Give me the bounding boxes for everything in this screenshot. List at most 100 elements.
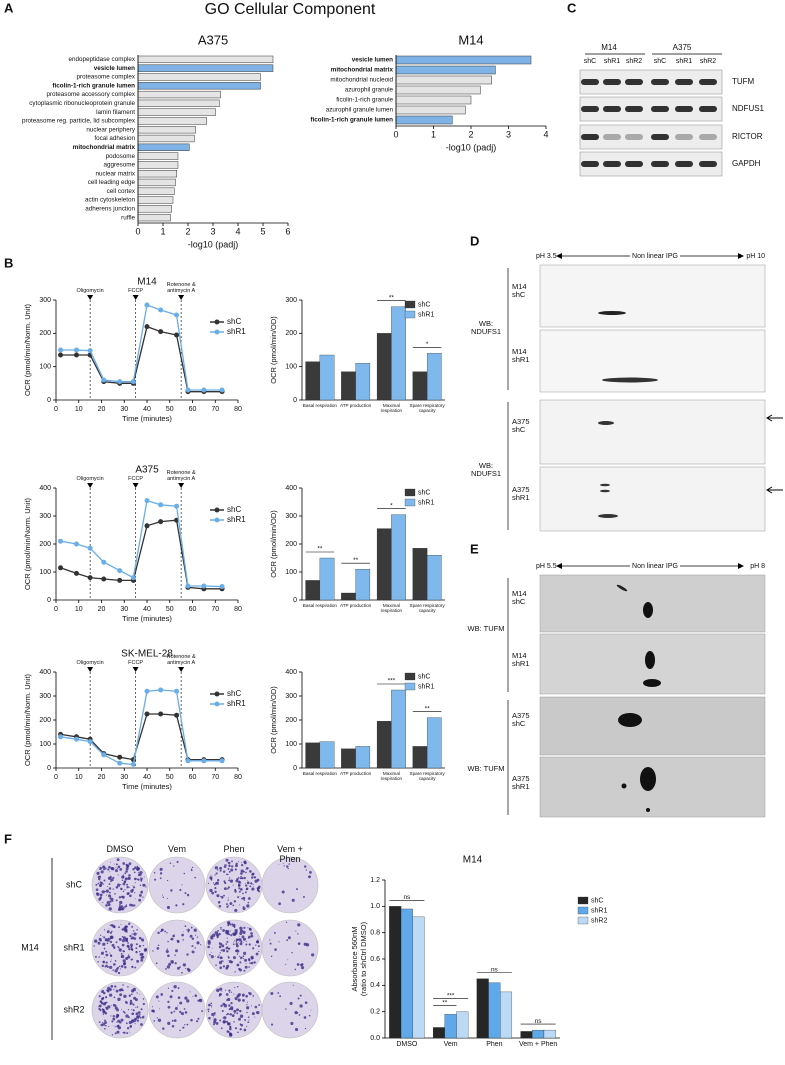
y-tick-label: 400: [285, 669, 297, 676]
colony: [245, 943, 248, 946]
injection-marker: [178, 483, 185, 488]
panel-letters: A B C D E F: [4, 0, 577, 846]
colony: [288, 863, 290, 865]
data-point: [87, 575, 93, 581]
colony: [120, 883, 122, 886]
colony: [119, 904, 121, 906]
spot: [640, 767, 656, 791]
colony: [228, 870, 231, 873]
blot-image: [539, 264, 766, 328]
x-tick-label: 3: [210, 226, 215, 236]
bar: [137, 99, 220, 107]
y-tick-label: 400: [39, 669, 51, 676]
arrow: [766, 414, 783, 422]
bar: [426, 353, 442, 401]
colony: [174, 954, 176, 956]
colony: [126, 925, 128, 927]
row-label: GAPDH: [732, 159, 761, 168]
colony: [110, 880, 112, 883]
colony: [218, 932, 221, 936]
colony: [227, 955, 229, 957]
colony: [121, 1008, 122, 1010]
colony: [297, 933, 299, 935]
colony: [132, 1003, 135, 1006]
colony: [217, 929, 219, 932]
colony: [171, 989, 174, 993]
colony: [143, 876, 145, 878]
colony: [249, 870, 252, 873]
lane-label: shC: [584, 58, 596, 65]
colony: [291, 951, 293, 954]
bar: [395, 105, 466, 115]
bar: [137, 134, 195, 143]
colony: [305, 943, 310, 947]
colony: [139, 952, 143, 957]
colony: [173, 865, 175, 867]
data-point: [185, 387, 191, 393]
injection-label: FCCP: [128, 659, 144, 666]
data-point: [174, 312, 180, 318]
treatment-label: Vem + Phen: [277, 845, 303, 864]
colony: [117, 945, 119, 948]
colony: [101, 890, 105, 894]
colony: [219, 869, 222, 872]
colony: [225, 929, 228, 933]
injection-marker: [87, 667, 94, 672]
colony: [226, 905, 229, 908]
colony: [97, 1006, 99, 1008]
x-tick-label: 60: [189, 406, 197, 413]
colony: [286, 939, 289, 942]
x-tick-label: 1: [431, 129, 436, 139]
colony: [305, 869, 308, 871]
colony: [213, 1012, 216, 1014]
injection-label: Oligomycin: [76, 287, 104, 294]
colony: [110, 866, 114, 871]
category-label: Spare respiratory capacity: [409, 403, 445, 414]
colony: [104, 996, 108, 999]
colony: [220, 895, 222, 898]
legend-swatch: [577, 906, 589, 915]
colony: [193, 928, 197, 932]
colony: [122, 950, 125, 953]
colony: [232, 884, 234, 886]
bar: [137, 170, 177, 178]
colony: [124, 966, 127, 969]
injection-label: Rotenone & antimycin A: [166, 653, 196, 666]
colony: [257, 938, 259, 940]
colony: [138, 944, 142, 948]
x-tick-label: 20: [98, 774, 106, 781]
colony: [226, 964, 230, 968]
colony: [110, 961, 112, 963]
colony: [252, 872, 255, 876]
category-label-box: Vem + Phen: [519, 1041, 557, 1048]
colony: [222, 895, 224, 897]
colony: [186, 999, 190, 1003]
colony: [207, 1008, 210, 1011]
colony: [236, 940, 238, 942]
colony: [130, 943, 133, 947]
colony: [236, 994, 240, 998]
colony: [100, 870, 104, 874]
colony: [110, 896, 112, 898]
bar: [391, 514, 406, 601]
legend-marker: [214, 691, 220, 697]
x-tick-label: 10: [75, 606, 83, 613]
treatment-label: Phen: [223, 845, 245, 854]
colony: [141, 890, 143, 893]
series-line: [60, 304, 223, 391]
x-tick-label: 2: [185, 226, 190, 236]
y-tick-label: 300: [285, 297, 297, 304]
colony: [123, 1011, 126, 1014]
colony: [131, 904, 134, 907]
colony: [285, 1008, 287, 1010]
ph-label: pH 8: [750, 563, 765, 570]
colony: [181, 1012, 185, 1016]
colony: [236, 1012, 239, 1015]
category-label-box: Phen: [486, 1041, 502, 1048]
colony: [137, 1011, 141, 1014]
legend-label: shR1: [227, 327, 246, 336]
colony: [102, 1022, 104, 1024]
colony: [229, 1033, 233, 1037]
colony: [311, 953, 315, 957]
bar: [400, 908, 413, 1039]
